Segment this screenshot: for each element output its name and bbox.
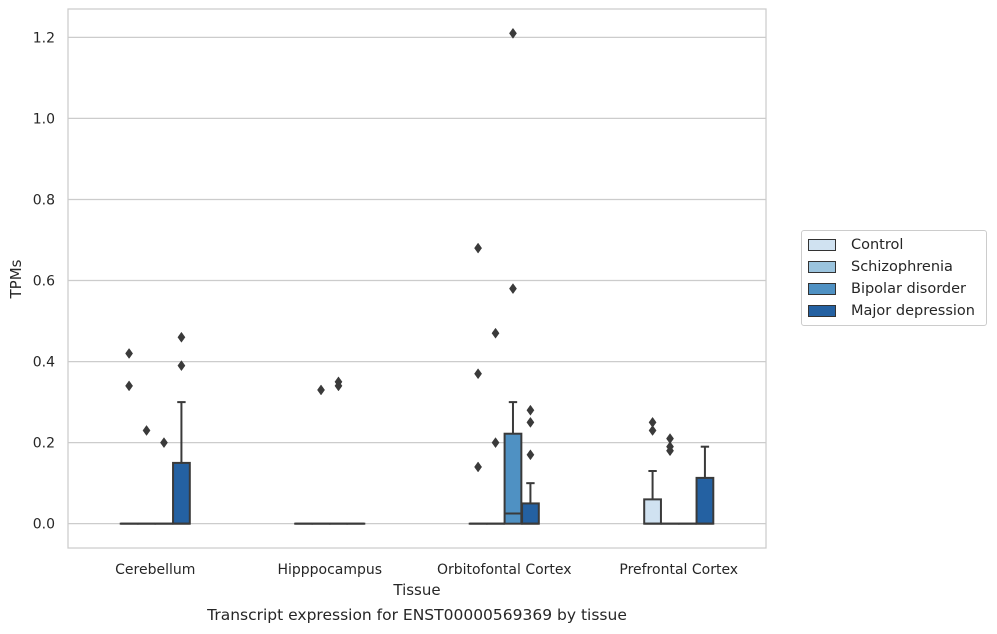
box-control-cerebellum — [119, 348, 139, 525]
box-plots — [119, 27, 715, 525]
y-tick-label-0-0: 0.0 — [33, 517, 55, 533]
outlier-control-orbitofontal-cortex-1 — [474, 368, 482, 380]
chart-caption: Transcript expression for ENST0000056936… — [207, 606, 627, 624]
gridlines — [68, 36, 766, 525]
outlier-bipolar-disorder-orbitofontal-cortex-1 — [509, 283, 517, 295]
legend-swatch-schizophrenia — [808, 261, 836, 273]
y-tick-label-0-2: 0.2 — [33, 436, 55, 452]
legend-item-major-depression: Major depression — [808, 301, 975, 321]
box-major-depression-orbitofontal-cortex — [521, 404, 540, 525]
y-tick-label-1-2: 1.2 — [33, 30, 55, 46]
legend-item-bipolar-disorder: Bipolar disorder — [808, 279, 966, 299]
legend-label-schizophrenia: Schizophrenia — [851, 259, 953, 275]
legend-label-major-depression: Major depression — [851, 303, 975, 319]
legend-swatch-major-depression — [808, 305, 836, 317]
y-tick-label-1-0: 1.0 — [33, 111, 55, 127]
legend-swatch-control — [808, 239, 836, 251]
box-control-orbitofontal-cortex — [468, 242, 488, 525]
x-tick-label-hipppocampus: Hipppocampus — [277, 562, 382, 578]
box-bipolar-disorder-cerebellum — [154, 437, 174, 525]
outlier-control-orbitofontal-cortex-2 — [474, 461, 482, 473]
legend-swatch-bipolar-disorder — [808, 283, 836, 295]
box-schizophrenia-cerebellum — [137, 425, 156, 525]
outlier-schizophrenia-prefrontal-cortex-2 — [666, 445, 674, 457]
x-tick-label-cerebellum: Cerebellum — [115, 562, 195, 578]
y-tick-label-0-8: 0.8 — [33, 192, 55, 208]
outlier-major-depression-cerebellum-0 — [177, 331, 186, 343]
box-body-major-depression-orbitofontal-cortex — [521, 502, 540, 525]
x-tick-label-prefrontal-cortex: Prefrontal Cortex — [619, 562, 738, 578]
outlier-control-cerebellum-1 — [125, 380, 133, 392]
outlier-control-prefrontal-cortex-1 — [648, 425, 657, 436]
outlier-major-depression-cerebellum-1 — [177, 360, 186, 372]
box-schizophrenia-orbitofontal-cortex — [486, 327, 505, 525]
y-axis-label: TPMs — [7, 259, 25, 299]
x-axis-label: Tissue — [392, 581, 440, 599]
legend-label-control: Control — [851, 237, 904, 253]
legend-label-bipolar-disorder: Bipolar disorder — [851, 281, 966, 297]
outlier-bipolar-disorder-hipppocampus-1 — [334, 380, 343, 392]
tick-labels: 0.0 0.2 0.4 0.6 0.8 1.0 1.2 Cerebellum Hipppocam… — [33, 30, 738, 578]
box-body-bipolar-disorder-orbitofontal-cortex — [503, 432, 523, 525]
box-bipolar-disorder-orbitofontal-cortex — [503, 27, 523, 525]
outlier-bipolar-disorder-cerebellum-0 — [160, 437, 168, 449]
box-bipolar-disorder-hipppocampus — [329, 376, 348, 525]
outlier-control-cerebellum-0 — [125, 348, 133, 359]
outlier-control-orbitofontal-cortex-0 — [474, 242, 482, 254]
outlier-schizophrenia-hipppocampus-0 — [317, 384, 325, 396]
x-tick-label-orbitofontal-cortex: Orbitofontal Cortex — [437, 562, 572, 578]
box-major-depression-prefrontal-cortex — [695, 445, 715, 525]
legend-item-schizophrenia: Schizophrenia — [808, 257, 953, 277]
box-schizophrenia-prefrontal-cortex — [660, 433, 680, 525]
outlier-major-depression-orbitofontal-cortex-1 — [526, 416, 535, 428]
box-body-control-prefrontal-cortex — [643, 498, 662, 525]
outlier-major-depression-orbitofontal-cortex-2 — [526, 449, 535, 461]
y-tick-label-0-6: 0.6 — [33, 274, 55, 290]
box-body-major-depression-prefrontal-cortex — [695, 476, 715, 525]
box-control-prefrontal-cortex — [643, 416, 662, 525]
box-schizophrenia-hipppocampus — [311, 384, 331, 525]
outlier-schizophrenia-cerebellum-0 — [142, 425, 151, 436]
outlier-bipolar-disorder-orbitofontal-cortex-0 — [509, 27, 517, 39]
box-body-major-depression-cerebellum — [172, 461, 191, 525]
box-major-depression-cerebellum — [172, 331, 191, 525]
legend-item-control: Control — [808, 235, 903, 255]
plot-frame — [67, 8, 767, 549]
y-tick-label-0-4: 0.4 — [33, 355, 55, 371]
legend: Control Schizophrenia Bipolar disorder M… — [801, 230, 987, 326]
outlier-schizophrenia-orbitofontal-cortex-1 — [491, 437, 500, 449]
outlier-major-depression-orbitofontal-cortex-0 — [526, 404, 535, 416]
outlier-schizophrenia-orbitofontal-cortex-0 — [491, 327, 500, 339]
